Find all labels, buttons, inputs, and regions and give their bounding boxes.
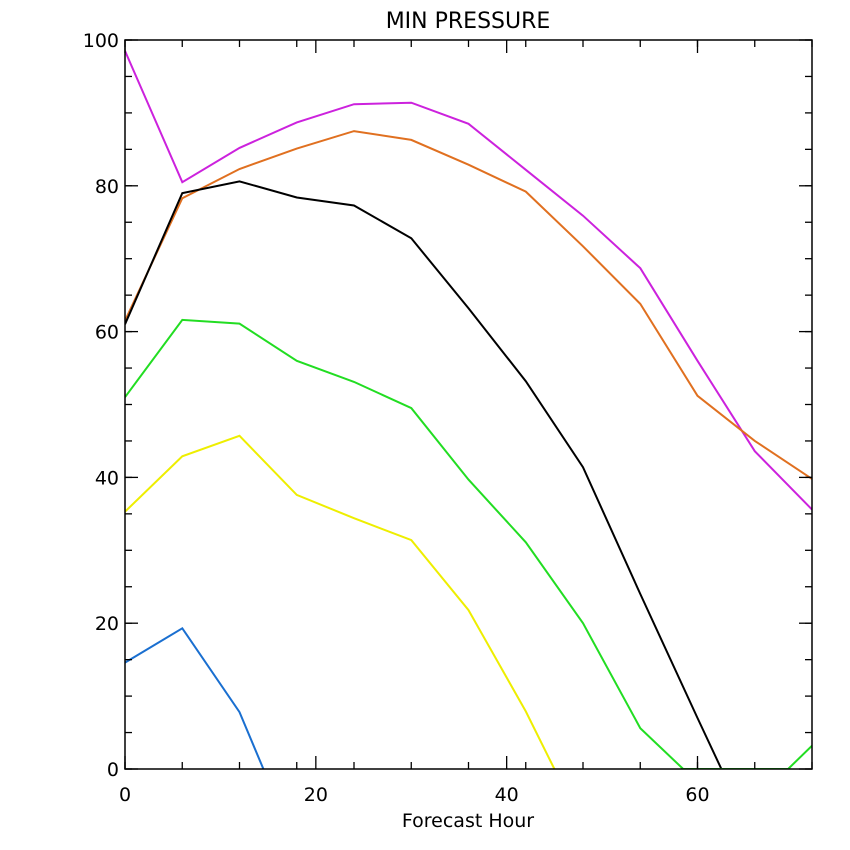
series-line-6 bbox=[125, 626, 265, 769]
series-line-4 bbox=[125, 318, 812, 769]
x-axis-title: Forecast Hour bbox=[402, 810, 534, 832]
y-tick-label: 0 bbox=[107, 759, 119, 781]
x-tick-label: 60 bbox=[685, 784, 709, 806]
y-tick-label: 80 bbox=[95, 176, 119, 198]
series-line-3 bbox=[125, 180, 723, 769]
y-tick-label: 20 bbox=[95, 613, 119, 635]
x-tick-label: 0 bbox=[119, 784, 131, 806]
x-tick-labels: 0 20 40 60 bbox=[119, 784, 710, 806]
series-layer bbox=[125, 50, 812, 769]
plot-frame bbox=[124, 39, 813, 770]
y-tick-label: 60 bbox=[95, 322, 119, 344]
chart-title: MIN PRESSURE bbox=[386, 9, 551, 34]
series-line-2 bbox=[125, 130, 812, 480]
series-line-1 bbox=[125, 50, 812, 511]
x-tick-label: 20 bbox=[304, 784, 328, 806]
x-tick-label: 40 bbox=[495, 784, 519, 806]
y-tick-labels: 0 20 40 60 80 100 bbox=[83, 30, 119, 781]
y-tick-label: 100 bbox=[83, 30, 119, 52]
y-tick-label: 40 bbox=[95, 467, 119, 489]
series-line-5 bbox=[125, 434, 556, 769]
